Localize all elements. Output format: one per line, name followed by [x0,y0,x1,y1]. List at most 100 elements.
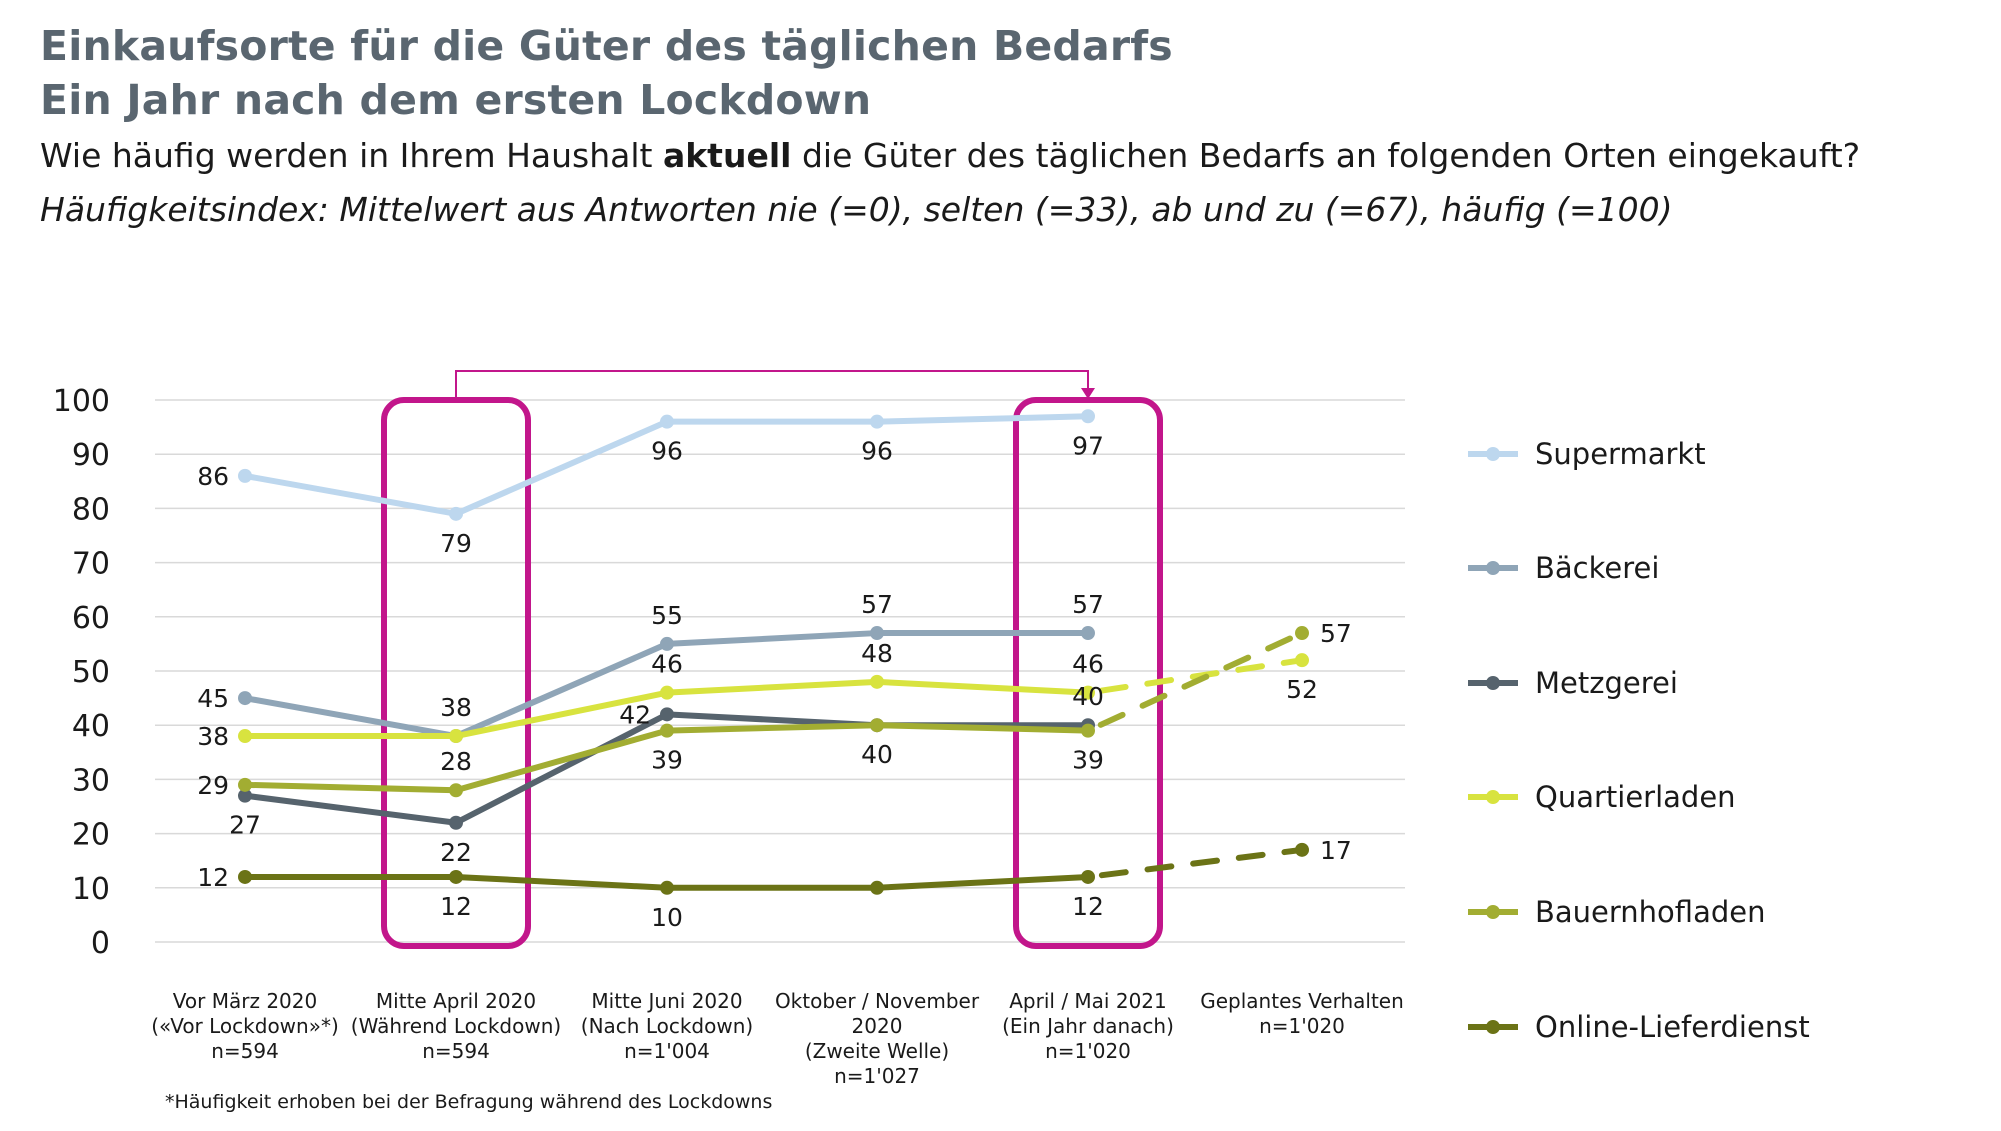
x-axis-label-line: n=1'027 [834,1064,920,1088]
x-axis-label-line: (Nach Lockdown) [581,1014,753,1038]
y-tick-label: 80 [72,492,110,527]
legend-item-5: Online-Lieferdienst [1468,1010,1810,1044]
data-label: 57 [1320,619,1352,648]
x-axis-label-line: 2020 [852,1014,903,1038]
data-label: 38 [197,722,229,751]
series-0 [238,409,1095,521]
data-label: 86 [197,462,229,491]
legend-swatch-point [1486,561,1500,575]
chart-title-line2: Ein Jahr nach dem ersten Lockdown [40,76,872,124]
x-axis-label-line: April / Mai 2021 [1009,989,1167,1013]
chart-title-line1: Einkaufsorte für die Güter des täglichen… [40,22,1173,70]
y-tick-label: 10 [72,872,110,907]
grid-lines [155,399,1405,943]
series-projection-line [1085,846,1305,880]
y-tick-label: 30 [72,763,110,798]
highlight-box-1 [1013,397,1163,949]
data-label: 96 [651,437,683,466]
data-label: 42 [619,700,651,729]
x-axis-label-line: (Zweite Welle) [805,1039,949,1063]
data-point [1295,653,1309,668]
data-point [660,685,674,700]
x-axis-label-line: (Während Lockdown) [351,1014,561,1038]
series-projection-line [1085,630,1305,734]
data-label: 40 [1072,682,1104,711]
legend-swatch-point [1486,447,1500,461]
legend-label: Quartierladen [1535,780,1736,814]
legend-label: Bäckerei [1535,551,1659,585]
legend-item-2: Metzgerei [1468,666,1678,700]
x-axis-label-4: April / Mai 2021(Ein Jahr danach)n=1'020 [1002,989,1174,1063]
data-point [1081,685,1095,700]
data-label: 79 [440,529,472,558]
data-point [449,869,463,884]
legend-swatch-point [1486,905,1500,919]
data-point [238,729,252,744]
data-point [1081,409,1095,424]
legend-swatch-point [1486,676,1500,690]
data-point [660,636,674,651]
x-axis-label-line: Mitte Juni 2020 [591,989,742,1013]
data-point [449,506,463,521]
data-label: 12 [197,863,229,892]
data-label: 45 [197,684,229,713]
x-axis-label-line: Mitte April 2020 [376,989,536,1013]
data-point [238,691,252,706]
question-pre: Wie häufig werden in Ihrem Haushalt [40,136,663,175]
data-label: 39 [1072,746,1104,775]
data-label: 28 [440,747,472,776]
series-lines [238,409,1309,895]
data-point [660,707,674,722]
legend-label: Bauernhofladen [1535,895,1765,929]
data-point [870,880,884,895]
data-point [1081,723,1095,738]
data-label: 17 [1320,836,1352,865]
x-axis-label-line: Oktober / November [775,989,980,1013]
legend-item-0: Supermarkt [1468,437,1706,471]
data-label: 52 [1286,675,1318,704]
data-label: 38 [440,693,472,722]
data-label: 10 [651,903,683,932]
x-axis-label-line: n=594 [422,1039,490,1063]
data-label: 12 [440,892,472,921]
data-label: 27 [229,811,261,840]
comparison-arrowhead [1081,388,1095,399]
legend: Supermarkt Bäckerei Metzgerei Quartierladen… [1468,437,1810,1044]
data-label: 12 [1072,892,1104,921]
data-label: 40 [861,740,893,769]
y-tick-label: 70 [72,547,110,582]
question-post: die Güter des täglichen Bedarfs an folge… [791,136,1861,175]
x-axis-label-0: Vor März 2020(«Vor Lockdown»*)n=594 [151,989,339,1063]
x-axis-label-line: Vor März 2020 [173,989,317,1013]
y-axis-ticks: 0 10 20 30 40 50 60 70 80 90 100 [53,384,110,961]
data-point [449,729,463,744]
x-axis-label-line: n=1'020 [1259,1014,1345,1038]
y-tick-label: 40 [72,709,110,744]
x-axis-label-line: («Vor Lockdown»*) [151,1014,339,1038]
x-axis-label-line: (Ein Jahr danach) [1002,1014,1174,1038]
data-point [870,414,884,429]
comparison-bracket [455,370,1089,400]
legend-label: Supermarkt [1535,437,1706,471]
data-point [870,718,884,733]
data-point [449,815,463,830]
series-5 [238,842,1309,895]
data-point [660,723,674,738]
x-axis-label-line: n=1'020 [1045,1039,1131,1063]
x-axis-label-line: n=594 [211,1039,279,1063]
data-point [1295,842,1309,857]
legend-item-1: Bäckerei [1468,551,1659,585]
data-label: 48 [861,639,893,668]
x-axis-label-1: Mitte April 2020(Während Lockdown)n=594 [351,989,561,1063]
x-axis-label-2: Mitte Juni 2020(Nach Lockdown)n=1'004 [581,989,753,1063]
legend-swatch-point [1486,1020,1500,1034]
x-axis-label-line: Geplantes Verhalten [1200,989,1404,1013]
data-point [238,468,252,483]
x-axis-labels: Vor März 2020(«Vor Lockdown»*)n=594Mitte… [151,989,1404,1088]
series-projection-line [1085,657,1305,696]
y-tick-label: 20 [72,818,110,853]
legend-swatch-point [1486,790,1500,804]
